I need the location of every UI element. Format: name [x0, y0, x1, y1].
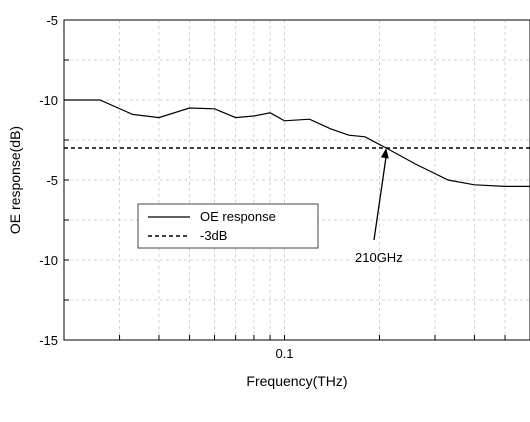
y-tick-label: -5 [46, 173, 58, 188]
legend-label-oe-response: OE response [200, 209, 276, 224]
legend-label-3db: -3dB [200, 228, 227, 243]
y-axis-label: OE response(dB) [7, 126, 23, 234]
annotation-arrow [373, 155, 387, 241]
annotation-label: 210GHz [355, 250, 403, 265]
y-tick-label: -5 [46, 13, 58, 28]
legend: OE response -3dB [137, 203, 319, 249]
x-tick-label: 0.1 [275, 346, 293, 361]
y-tick-label: -10 [39, 93, 58, 108]
annotation-arrowhead [380, 148, 389, 159]
plot-lines [64, 99, 530, 187]
x-axis-label: Frequency(THz) [246, 373, 347, 389]
series-line-oe-response [64, 99, 530, 187]
y-tick-label: -10 [39, 253, 58, 268]
gridlines [64, 20, 530, 340]
y-tick-label: -15 [39, 333, 58, 348]
tick-marks [64, 19, 506, 341]
legend-box [137, 203, 319, 249]
annotation: 210GHz [355, 148, 403, 265]
tick-labels: 0.1 -5 -10 -5 -10 -15 [39, 13, 293, 361]
